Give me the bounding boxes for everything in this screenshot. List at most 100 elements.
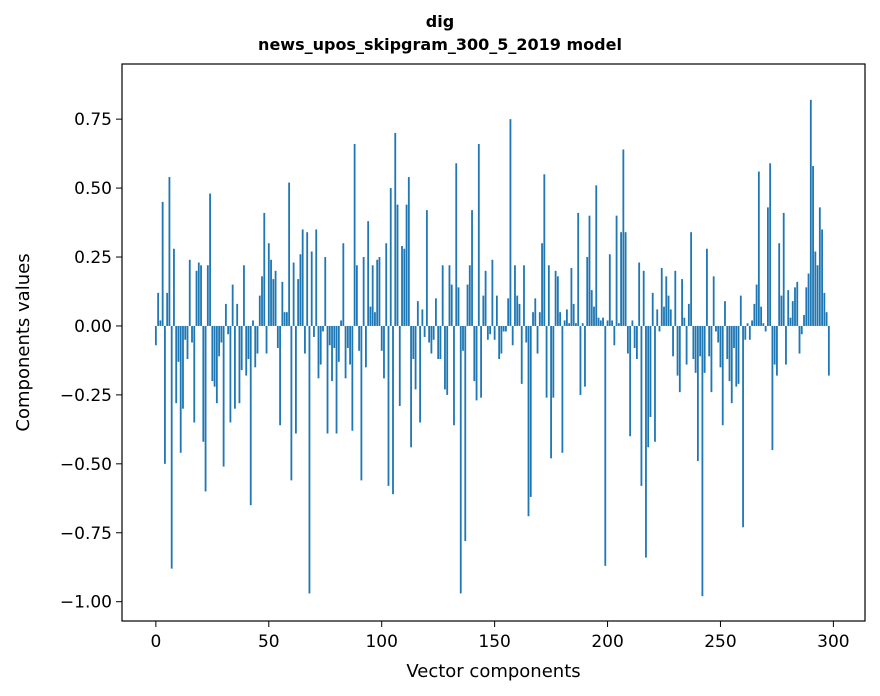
bar-component-280 [787,290,790,326]
bar-component-131 [450,284,453,326]
bar-component-277 [780,295,783,326]
bar-component-206 [620,232,622,326]
y-tick-label: 0.25 [74,248,112,268]
bar-component-148 [489,325,492,335]
bar-component-128 [444,325,446,390]
bar-component-257 [735,325,738,387]
bar-component-12 [182,325,184,409]
y-tick-label: 0.75 [74,110,112,130]
y-tick-label: 0.00 [74,317,112,337]
bar-component-114 [412,325,415,360]
bar-component-116 [416,301,419,326]
bar-component-175 [550,325,552,459]
bar-component-253 [726,325,729,360]
bar-component-256 [733,325,735,349]
bar-component-25 [211,325,214,382]
bar-component-27 [215,325,218,404]
x-tick-label: 150 [478,632,510,652]
bar-component-182 [565,309,568,326]
bar-component-249 [717,325,720,343]
bar-component-92 [362,257,365,326]
bar-component-55 [279,325,281,426]
bar-component-137 [464,325,467,542]
y-tick-label: −1.00 [60,593,112,613]
bar-component-49 [265,325,268,354]
bar-component-199 [604,325,607,566]
bar-component-285 [798,325,801,354]
bar-component-88 [353,143,356,326]
bar-component-89 [355,265,358,326]
bar-component-9 [175,325,178,404]
bar-component-189 [581,323,584,326]
bar-component-31 [224,303,227,326]
bar-component-32 [227,325,230,335]
bar-component-90 [358,325,361,351]
bar-component-164 [525,325,528,343]
bar-component-185 [572,303,575,326]
bar-component-11 [179,325,182,453]
chart-title-line1: dig [425,12,455,31]
bar-component-258 [737,325,740,384]
bar-component-235 [685,325,688,365]
bar-component-18 [195,270,198,326]
bar-component-113 [410,325,412,448]
bar-component-259 [739,295,742,326]
bar-component-273 [771,325,774,451]
bar-component-238 [692,325,695,360]
bar-component-162 [520,325,523,384]
bar-component-34 [231,284,234,326]
bar-component-290 [809,99,812,326]
y-tick-label: 0.50 [74,179,112,199]
bar-component-244 [706,248,708,326]
bar-component-103 [387,325,390,486]
bar-component-282 [791,301,794,326]
bar-component-23 [206,265,209,326]
plot-area-frame [121,63,866,622]
bar-component-279 [785,325,787,365]
bar-component-95 [369,306,372,326]
bar-component-234 [683,317,686,326]
bar-component-93 [365,325,367,368]
bar-component-187 [577,212,580,326]
bar-component-255 [730,325,733,404]
bar-component-99 [378,257,381,326]
bar-component-287 [803,314,805,326]
bar-component-215 [640,325,643,486]
bar-component-190 [584,325,586,387]
bar-component-147 [486,325,489,340]
bar-component-123 [432,325,435,340]
bar-component-246 [710,325,713,393]
bar-component-107 [396,204,399,326]
bar-component-294 [818,207,821,326]
bar-component-191 [586,257,589,326]
bar-component-125 [437,325,440,360]
bar-component-181 [563,320,566,326]
bar-component-79 [333,325,336,349]
bar-component-28 [218,325,221,357]
bar-component-62 [294,325,297,434]
chart-title-line2: news_upos_skipgram_300_5_2019 model [258,35,622,54]
bar-component-134 [457,287,460,326]
bar-component-216 [642,270,645,326]
bar-component-205 [617,323,620,326]
bar-component-171 [541,243,543,326]
bar-component-223 [658,325,661,332]
bar-component-127 [441,265,444,326]
bar-component-21 [202,325,205,442]
bar-component-209 [626,325,629,354]
bar-component-94 [367,221,370,326]
bar-component-20 [200,265,202,326]
bar-component-41 [247,325,250,360]
x-tick-label: 100 [365,632,397,652]
bar-component-183 [568,323,571,326]
bar-component-153 [500,325,503,354]
bar-component-184 [570,268,573,326]
bar-component-122 [430,325,433,354]
bar-component-118 [421,309,424,326]
bar-component-7 [170,325,173,569]
bar-component-208 [624,232,627,326]
bar-component-43 [252,320,254,326]
bar-component-218 [647,325,650,448]
bar-component-60 [290,325,293,481]
